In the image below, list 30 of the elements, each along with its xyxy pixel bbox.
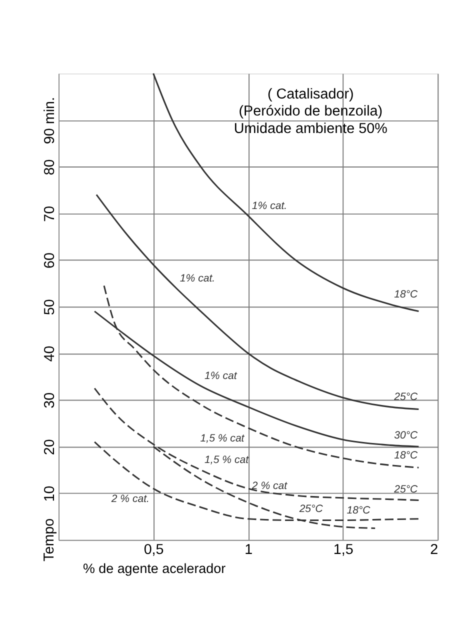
annotation: ( Catalisador)	[268, 86, 354, 102]
y-tick-label: 80	[42, 159, 58, 176]
y-tick-label: 10	[42, 486, 58, 502]
annotation: Umidade ambiente 50%	[234, 120, 388, 137]
y-tick-label: 60	[42, 252, 58, 268]
x-tick-label: 1	[244, 542, 253, 558]
y-tick-label: 90 min.	[42, 96, 58, 144]
annotation: (Peróxido de benzoila)	[238, 104, 383, 120]
y-tick-label: 50	[42, 299, 58, 316]
y-tick-label: 20	[42, 439, 58, 456]
y-tick-label: 70	[42, 206, 58, 222]
annotation: 25°C	[393, 484, 418, 496]
annotation: 2 % cat.	[110, 493, 150, 506]
annotation: 18°C	[394, 450, 418, 462]
annotation: 30°C	[394, 429, 418, 442]
y-tick-label: 30	[42, 392, 58, 408]
annotation: 1% cat.	[252, 200, 288, 212]
x-axis-title: % de agente acelerador	[83, 560, 226, 576]
y-tick-label: 40	[42, 346, 58, 362]
annotation: 25°C	[298, 503, 324, 516]
y-axis-title: Tempo	[41, 518, 58, 562]
annotation: 1,5 % cat	[200, 432, 246, 444]
annotation: 1% cat.	[180, 272, 216, 284]
x-tick-label: 0,5	[144, 542, 164, 558]
annotation: 18°C	[346, 504, 371, 517]
x-tick-label: 2	[430, 542, 438, 558]
x-tick-label: 1,5	[333, 542, 354, 558]
annotation: 2 % cat	[250, 480, 288, 492]
annotation: 18°C	[394, 288, 418, 301]
annotation: 1% cat	[204, 370, 238, 382]
